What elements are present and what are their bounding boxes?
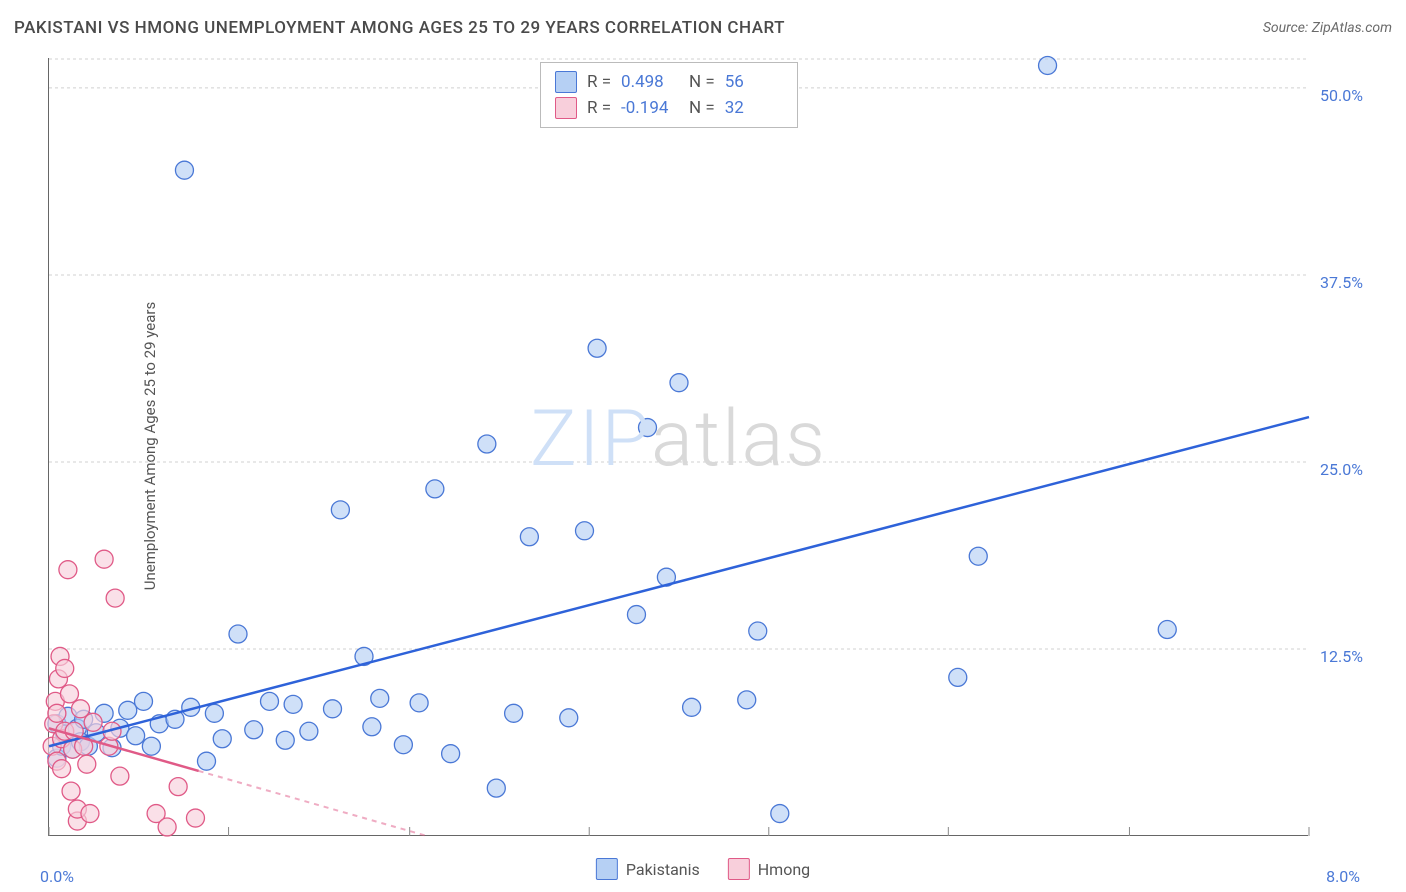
legend-item-hmong: Hmong	[728, 858, 810, 880]
y-tick-label: 12.5%	[1320, 647, 1363, 666]
n-label: N =	[689, 72, 715, 92]
r-value-pakistanis: 0.498	[621, 72, 679, 92]
correlation-stats-legend: R = 0.498 N = 56 R = -0.194 N = 32	[540, 62, 798, 128]
swatch-pakistanis	[555, 71, 577, 93]
swatch-hmong	[555, 97, 577, 119]
legend-item-pakistanis: Pakistanis	[596, 858, 700, 880]
n-value-pakistanis: 56	[725, 72, 783, 92]
y-tick-label: 25.0%	[1320, 460, 1363, 479]
legend-label-hmong: Hmong	[758, 860, 810, 879]
r-label: R =	[587, 98, 611, 118]
series-legend: Pakistanis Hmong	[596, 858, 810, 880]
stats-row-hmong: R = -0.194 N = 32	[555, 95, 783, 121]
legend-label-pakistanis: Pakistanis	[626, 860, 700, 879]
legend-swatch-pakistanis	[596, 858, 618, 880]
x-max-label: 8.0%	[1326, 867, 1360, 886]
r-label: R =	[587, 72, 611, 92]
chart-header: PAKISTANI VS HMONG UNEMPLOYMENT AMONG AG…	[14, 18, 1392, 38]
legend-swatch-hmong	[728, 858, 750, 880]
n-label: N =	[689, 98, 715, 118]
y-tick-label: 50.0%	[1320, 86, 1363, 105]
scatter-plot-svg	[49, 58, 1308, 835]
source-attribution: Source: ZipAtlas.com	[1263, 20, 1392, 36]
n-value-hmong: 32	[725, 98, 783, 118]
x-min-label: 0.0%	[40, 867, 74, 886]
r-value-hmong: -0.194	[621, 98, 679, 118]
stats-row-pakistanis: R = 0.498 N = 56	[555, 69, 783, 95]
chart-title: PAKISTANI VS HMONG UNEMPLOYMENT AMONG AG…	[14, 18, 785, 38]
plot-area: ZIPatlas	[48, 58, 1308, 836]
y-tick-label: 37.5%	[1320, 273, 1363, 292]
